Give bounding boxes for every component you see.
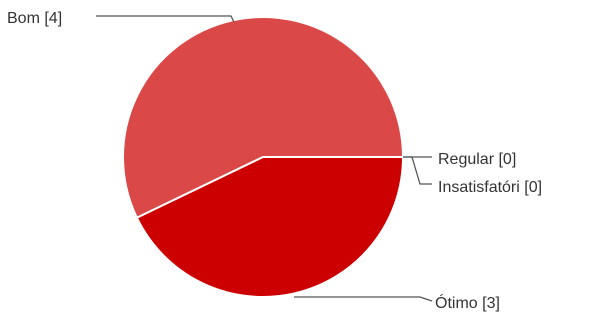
label-otimo: Ótimo [3] xyxy=(435,293,500,312)
pie-slices xyxy=(122,16,404,298)
leader-insatisfatori xyxy=(403,156,432,185)
leader-bom xyxy=(96,15,235,23)
pie-leader-lines xyxy=(96,15,433,302)
label-bom: Bom [4] xyxy=(7,10,62,27)
slice-otimo xyxy=(135,156,404,298)
slice-bom xyxy=(122,16,404,219)
leader-otimo xyxy=(294,296,433,302)
label-insatisfatori: Insatisfatóri [0] xyxy=(438,179,542,196)
label-regular: Regular [0] xyxy=(438,151,516,168)
